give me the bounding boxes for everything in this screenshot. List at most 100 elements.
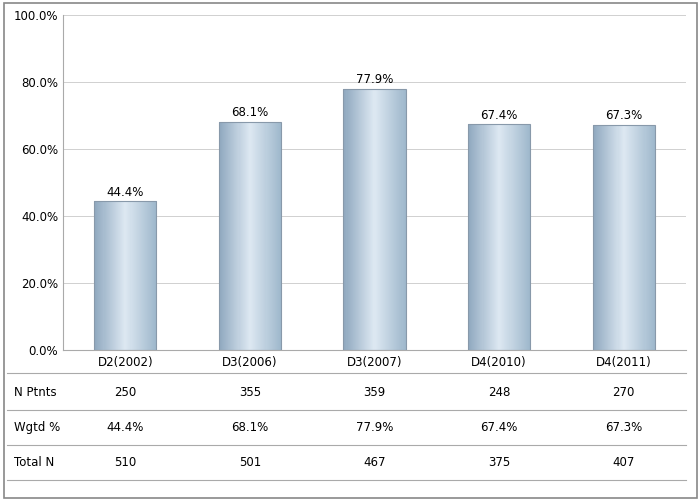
Bar	[621, 124, 622, 350]
Bar	[636, 124, 637, 350]
Text: 359: 359	[363, 386, 386, 399]
Bar	[344, 89, 346, 350]
Bar	[346, 89, 348, 350]
Bar	[528, 124, 529, 350]
Bar	[223, 122, 224, 350]
Bar	[222, 122, 223, 350]
Bar	[230, 122, 231, 350]
Bar	[610, 124, 611, 350]
Bar	[218, 122, 220, 350]
Bar	[490, 124, 491, 350]
Bar	[261, 122, 262, 350]
Bar	[647, 124, 648, 350]
Bar	[474, 124, 475, 350]
Bar	[370, 89, 372, 350]
Text: 44.4%: 44.4%	[106, 186, 144, 198]
Bar	[525, 124, 526, 350]
Bar	[149, 202, 150, 350]
Bar	[651, 124, 652, 350]
Bar	[260, 122, 261, 350]
Bar	[134, 202, 136, 350]
Bar	[468, 124, 469, 350]
Bar	[653, 124, 654, 350]
Bar	[134, 202, 135, 350]
Bar	[631, 124, 632, 350]
Text: 407: 407	[612, 456, 635, 469]
Bar	[132, 202, 133, 350]
Bar	[649, 124, 650, 350]
Text: 250: 250	[114, 386, 136, 399]
Text: 248: 248	[488, 386, 510, 399]
Bar	[127, 202, 129, 350]
Bar	[514, 124, 516, 350]
Bar	[226, 122, 228, 350]
Bar	[492, 124, 493, 350]
Bar	[155, 202, 157, 350]
Bar	[104, 202, 105, 350]
Bar	[259, 122, 260, 350]
Bar	[619, 124, 620, 350]
Bar	[624, 124, 626, 350]
Bar	[356, 89, 357, 350]
Bar	[99, 202, 101, 350]
Bar	[108, 202, 110, 350]
Bar	[516, 124, 517, 350]
Bar	[379, 89, 380, 350]
Text: 67.3%: 67.3%	[605, 109, 643, 122]
Bar	[130, 202, 131, 350]
Bar	[246, 122, 247, 350]
Bar	[617, 124, 619, 350]
Text: 68.1%: 68.1%	[231, 421, 269, 434]
Bar	[381, 89, 382, 350]
Bar	[271, 122, 272, 350]
Bar	[273, 122, 274, 350]
Bar	[527, 124, 528, 350]
Text: 67.4%: 67.4%	[480, 421, 518, 434]
Bar	[140, 202, 141, 350]
Bar	[362, 89, 363, 350]
Bar	[604, 124, 605, 350]
Bar	[248, 122, 249, 350]
Bar	[372, 89, 374, 350]
Bar	[218, 122, 281, 350]
Bar	[153, 202, 155, 350]
Bar	[639, 124, 640, 350]
Bar	[522, 124, 523, 350]
Text: 44.4%: 44.4%	[106, 421, 144, 434]
Bar	[233, 122, 235, 350]
Bar	[400, 89, 402, 350]
Bar	[500, 124, 501, 350]
Bar	[265, 122, 267, 350]
Bar	[613, 124, 615, 350]
Bar	[379, 89, 381, 350]
Bar	[244, 122, 245, 350]
Bar	[517, 124, 518, 350]
Bar	[488, 124, 489, 350]
Bar	[480, 124, 482, 350]
Bar	[594, 124, 596, 350]
Bar	[228, 122, 230, 350]
Bar	[363, 89, 364, 350]
Bar	[232, 122, 233, 350]
Bar	[139, 202, 140, 350]
Bar	[510, 124, 512, 350]
Bar	[499, 124, 500, 350]
Bar	[104, 202, 106, 350]
Bar	[361, 89, 362, 350]
Bar	[274, 122, 275, 350]
Bar	[112, 202, 113, 350]
Bar	[377, 89, 378, 350]
Bar	[468, 124, 531, 350]
Bar	[141, 202, 142, 350]
Bar	[351, 89, 352, 350]
Bar	[387, 89, 388, 350]
Bar	[626, 124, 627, 350]
Bar	[471, 124, 472, 350]
Bar	[239, 122, 241, 350]
Bar	[237, 122, 239, 350]
Bar	[235, 122, 237, 350]
Bar	[506, 124, 507, 350]
Bar	[347, 89, 349, 350]
Bar	[354, 89, 355, 350]
Text: 510: 510	[114, 456, 136, 469]
